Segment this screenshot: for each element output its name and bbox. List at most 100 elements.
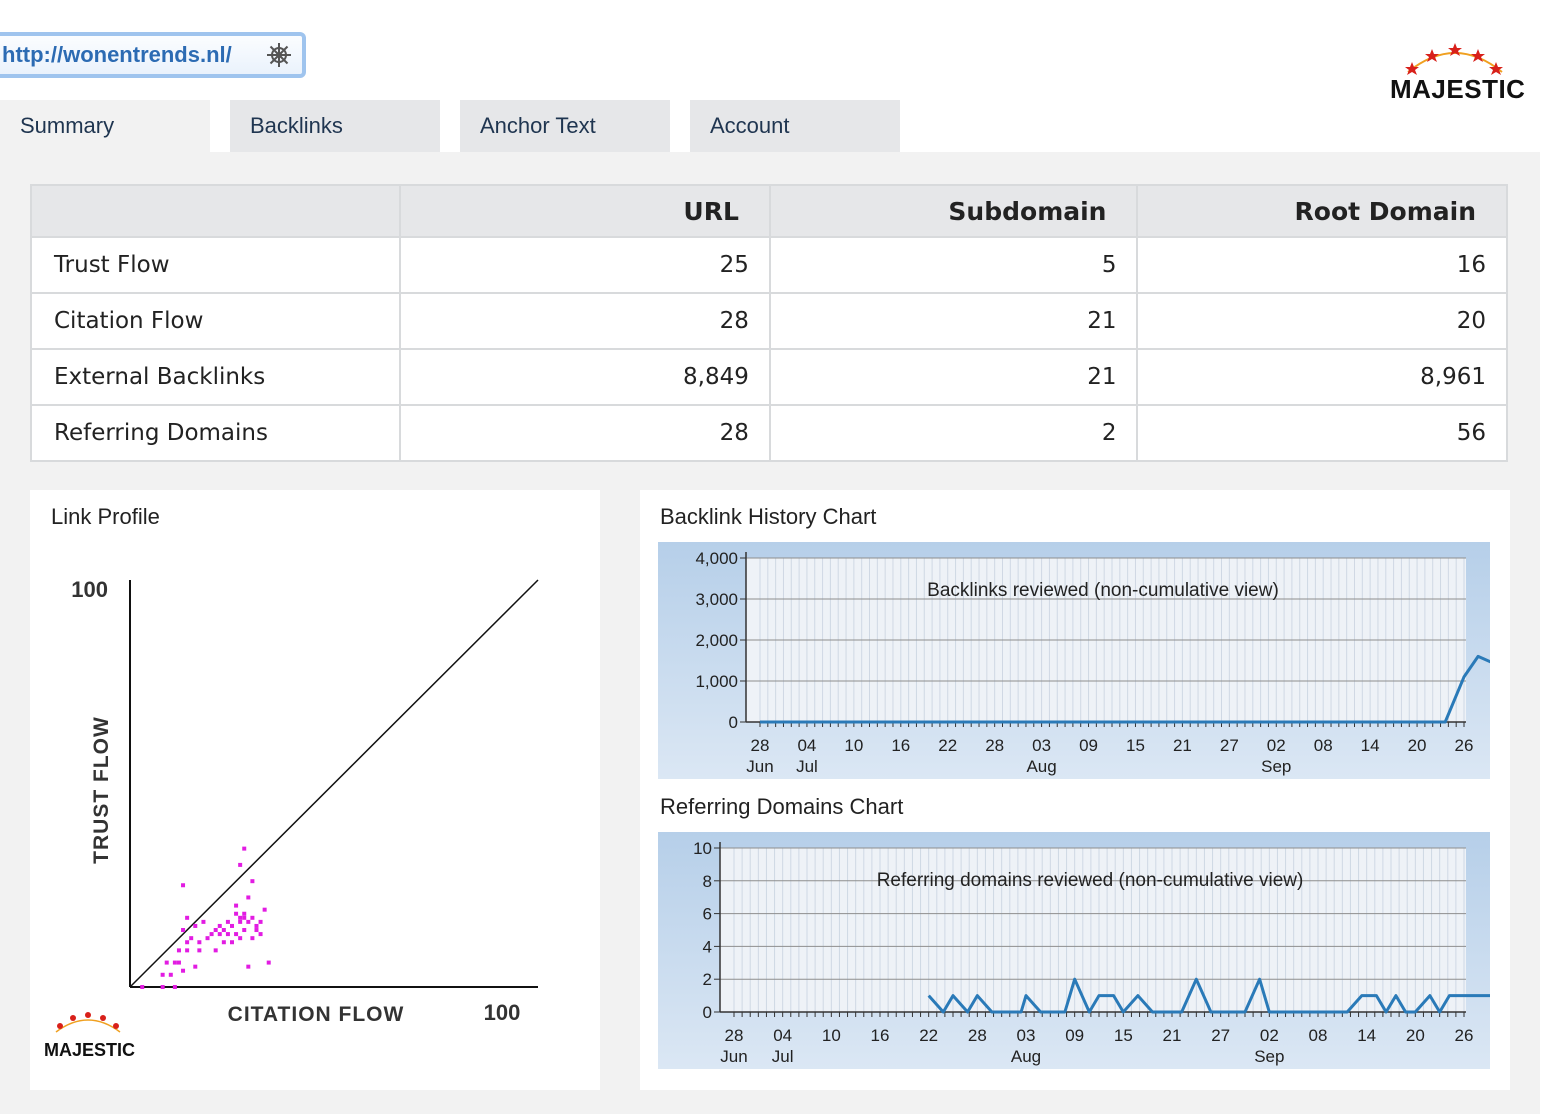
- scatter-point: [221, 928, 226, 933]
- x-tick-label: 09: [1065, 1026, 1084, 1045]
- scatter-point: [185, 948, 190, 953]
- scatter-point: [176, 948, 181, 953]
- x-tick-label: 21: [1173, 736, 1192, 755]
- scatter-point: [160, 972, 165, 977]
- table-row: Referring Domains 28 2 56: [29, 404, 1508, 462]
- scatter-point: [140, 985, 145, 989]
- scatter-point: [197, 940, 202, 945]
- x-tick-label: 10: [822, 1026, 841, 1045]
- scatter-point: [258, 919, 263, 924]
- majestic-mini-logo: MAJESTIC: [44, 1012, 135, 1060]
- backlink-history-chart: 0 1,000 2,000 3,000 4,000 28 04 10 16 22 28 03 09 15 2…: [658, 542, 1532, 779]
- tab-backlinks[interactable]: Backlinks: [230, 100, 440, 152]
- x-tick-label: 04: [773, 1026, 792, 1045]
- x-tick-label: 20: [1408, 736, 1427, 755]
- scatter-point: [246, 964, 251, 969]
- logo-text: MAJESTIC: [1390, 74, 1526, 104]
- ships-wheel-icon[interactable]: [264, 40, 294, 70]
- scatter-point: [221, 940, 226, 945]
- link-profile-chart: 100 100 TRUST FLOW CITATION FLOW MAJESTI…: [44, 577, 539, 1060]
- scatter-point: [238, 862, 243, 867]
- x-month-label: Sep: [1254, 1047, 1284, 1066]
- scatter-point: [246, 895, 251, 900]
- x-month-label: Jul: [772, 1047, 794, 1066]
- scatter-point: [217, 923, 222, 928]
- cell-root-domain: 16: [1136, 236, 1508, 294]
- tab-anchor-text[interactable]: Anchor Text: [460, 100, 670, 152]
- x-tick-label: 15: [1114, 1026, 1133, 1045]
- table-header-row: URL Subdomain Root Domain: [29, 184, 1508, 238]
- x-tick-label: 08: [1309, 1026, 1328, 1045]
- scatter-point: [201, 919, 206, 924]
- scatter-point: [238, 919, 243, 924]
- scatter-point: [168, 972, 173, 977]
- x-month-label: Aug: [1026, 757, 1056, 776]
- x-axis-label: CITATION FLOW: [228, 1003, 405, 1026]
- cell-subdomain: 2: [768, 404, 1139, 462]
- x-tick-label: 02: [1267, 736, 1286, 755]
- x-tick-label: 08: [1314, 736, 1333, 755]
- x-tick-label: 10: [844, 736, 863, 755]
- scatter-point: [209, 932, 214, 937]
- x-tick-label: 27: [1220, 736, 1239, 755]
- x-tick-label: 28: [725, 1026, 744, 1045]
- scatter-point: [181, 968, 186, 973]
- scatter-point: [242, 911, 247, 916]
- scatter-point: [185, 940, 190, 945]
- x-tick-label: 22: [938, 736, 957, 755]
- y-tick-label: 2: [703, 970, 712, 989]
- x-month-label: Jun: [720, 1047, 747, 1066]
- y-tick-label: 4,000: [695, 549, 738, 568]
- scatter-point: [160, 985, 165, 989]
- scatter-point: [242, 915, 247, 920]
- chart-annotation: Referring domains reviewed (non-cumulati…: [877, 870, 1304, 891]
- scatter-point: [242, 846, 247, 851]
- x-tick-label: 02: [1260, 1026, 1279, 1045]
- scatter-point: [266, 960, 271, 965]
- cell-subdomain: 21: [768, 292, 1139, 350]
- scatter-point: [205, 936, 210, 941]
- row-label: Trust Flow: [29, 236, 402, 294]
- x-tick-label: 03: [1032, 736, 1051, 755]
- y-max-label: 100: [71, 577, 108, 602]
- scatter-point: [225, 919, 230, 924]
- y-tick-label: 2,000: [695, 631, 738, 650]
- y-axis-label: TRUST FLOW: [90, 716, 113, 864]
- row-label: Citation Flow: [29, 292, 402, 350]
- history-card: Backlink History Chart 0 1,000 2,000 3,000 4…: [640, 490, 1542, 1090]
- y-tick-label: 10: [693, 839, 712, 858]
- scatter-point: [250, 915, 255, 920]
- x-tick-label: 20: [1406, 1026, 1425, 1045]
- cell-url: 25: [399, 236, 771, 294]
- chart-annotation: Backlinks reviewed (non-cumulative view): [927, 580, 1279, 601]
- url-text[interactable]: http://wonentrends.nl/: [2, 42, 232, 67]
- column-header-metric: [29, 184, 402, 238]
- scatter-point: [176, 960, 181, 965]
- x-tick-label: 14: [1361, 736, 1380, 755]
- scatter-point: [250, 936, 255, 941]
- majestic-logo[interactable]: MAJESTIC: [1390, 40, 1526, 104]
- scatter-point: [234, 932, 239, 937]
- column-header-subdomain: Subdomain: [768, 184, 1139, 238]
- x-tick-label: 26: [1455, 1026, 1474, 1045]
- y-tick-label: 6: [703, 905, 712, 924]
- scatter-point: [230, 940, 234, 945]
- referring-domains-chart: 0 2 4 6 8 10 28 04 10 16 22 28 03 09 15 21 27 02 08 14 20 26 J…: [658, 832, 1542, 1069]
- x-tick-label: 04: [797, 736, 816, 755]
- series-line: [927, 961, 1542, 1014]
- diagonal-reference-line: [129, 579, 539, 988]
- x-tick-label: 22: [919, 1026, 938, 1045]
- tab-account[interactable]: Account: [690, 100, 900, 152]
- scatter-point: [225, 932, 230, 937]
- y-tick-label: 3,000: [695, 590, 738, 609]
- x-tick-label: 28: [968, 1026, 987, 1045]
- scatter-points: [140, 846, 271, 989]
- column-header-url: URL: [399, 184, 771, 238]
- x-month-label: Sep: [1261, 757, 1291, 776]
- x-tick-label: 21: [1163, 1026, 1182, 1045]
- url-field[interactable]: http://wonentrends.nl/: [0, 32, 306, 78]
- tab-bar: Summary Backlinks Anchor Text Account: [0, 100, 920, 152]
- tab-summary[interactable]: Summary: [0, 100, 210, 152]
- scatter-point: [197, 948, 202, 953]
